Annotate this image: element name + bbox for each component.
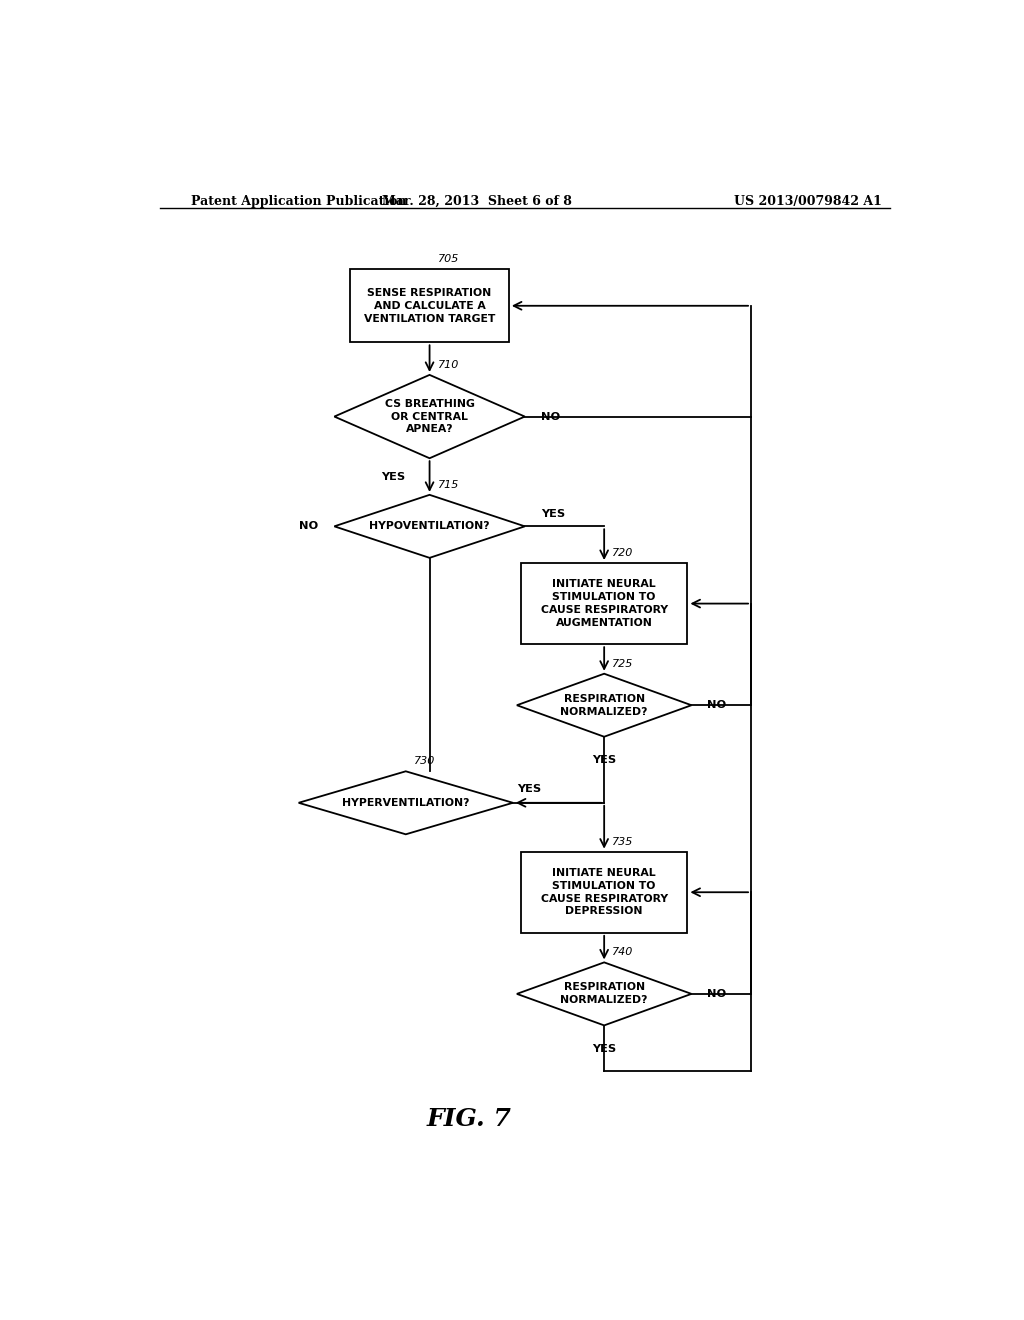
Text: YES: YES	[592, 755, 616, 766]
Text: 710: 710	[437, 360, 459, 370]
Text: YES: YES	[592, 1044, 616, 1053]
Text: US 2013/0079842 A1: US 2013/0079842 A1	[734, 195, 882, 209]
Text: HYPOVENTILATION?: HYPOVENTILATION?	[370, 521, 489, 532]
Text: NO: NO	[708, 989, 727, 999]
Text: RESPIRATION
NORMALIZED?: RESPIRATION NORMALIZED?	[560, 694, 648, 717]
Text: YES: YES	[382, 471, 406, 482]
FancyBboxPatch shape	[350, 269, 509, 342]
Polygon shape	[334, 495, 524, 558]
Text: INITIATE NEURAL
STIMULATION TO
CAUSE RESPIRATORY
AUGMENTATION: INITIATE NEURAL STIMULATION TO CAUSE RES…	[541, 579, 668, 628]
Text: HYPERVENTILATION?: HYPERVENTILATION?	[342, 797, 470, 808]
Text: YES: YES	[517, 784, 541, 793]
Text: FIG. 7: FIG. 7	[427, 1107, 512, 1131]
Text: NO: NO	[299, 521, 318, 532]
Text: 740: 740	[612, 948, 634, 957]
Text: RESPIRATION
NORMALIZED?: RESPIRATION NORMALIZED?	[560, 982, 648, 1006]
Text: 705: 705	[437, 255, 459, 264]
Polygon shape	[299, 771, 513, 834]
Text: 735: 735	[612, 837, 634, 846]
Text: Mar. 28, 2013  Sheet 6 of 8: Mar. 28, 2013 Sheet 6 of 8	[382, 195, 572, 209]
Text: Patent Application Publication: Patent Application Publication	[191, 195, 407, 209]
Text: 720: 720	[612, 548, 634, 558]
FancyBboxPatch shape	[521, 562, 687, 644]
Polygon shape	[517, 962, 691, 1026]
Text: 730: 730	[414, 756, 435, 766]
Text: CS BREATHING
OR CENTRAL
APNEA?: CS BREATHING OR CENTRAL APNEA?	[385, 399, 474, 434]
FancyBboxPatch shape	[521, 851, 687, 933]
Text: YES: YES	[541, 510, 565, 519]
Text: 725: 725	[612, 659, 634, 669]
Text: 715: 715	[437, 479, 459, 490]
Polygon shape	[334, 375, 524, 458]
Text: NO: NO	[708, 700, 727, 710]
Polygon shape	[517, 673, 691, 737]
Text: INITIATE NEURAL
STIMULATION TO
CAUSE RESPIRATORY
DEPRESSION: INITIATE NEURAL STIMULATION TO CAUSE RES…	[541, 869, 668, 916]
Text: SENSE RESPIRATION
AND CALCULATE A
VENTILATION TARGET: SENSE RESPIRATION AND CALCULATE A VENTIL…	[364, 288, 496, 323]
Text: NO: NO	[541, 412, 560, 421]
